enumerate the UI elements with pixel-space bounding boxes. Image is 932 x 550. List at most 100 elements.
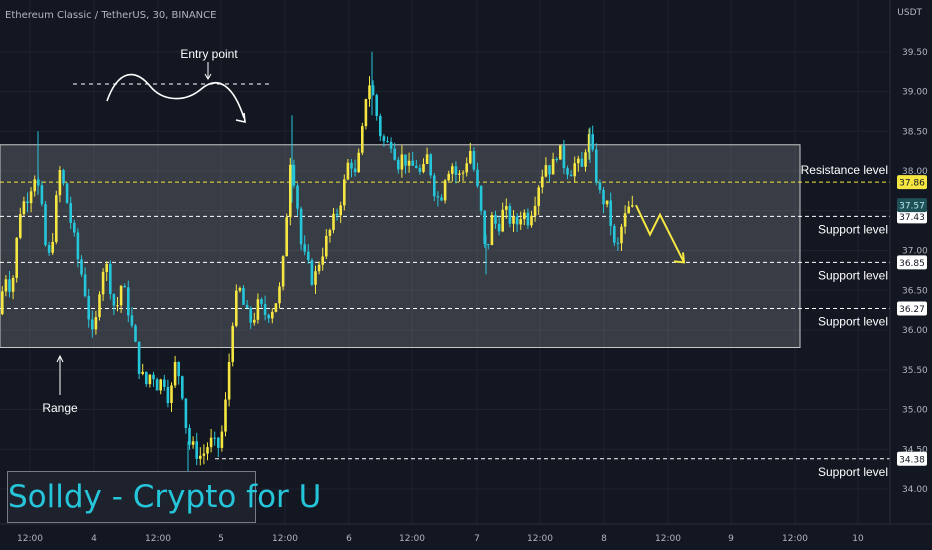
watermark: Solldy - Crypto for U [7,471,321,523]
candle-bull [141,371,144,374]
candle-bull [501,209,504,232]
candle-bear [249,307,252,323]
candle-bull [461,172,465,174]
candle-bear [566,168,569,175]
candle-bear [569,174,573,177]
candle-bear [555,158,558,160]
entry-point-arrowhead [204,73,212,80]
candle-bear [562,145,566,169]
candle-bull [105,263,108,272]
price-tag-text: 37.86 [899,179,925,189]
candle-bull [544,165,548,177]
candle-bull [101,271,105,295]
candle-bull [400,154,404,170]
candle-bull [159,379,162,391]
candle-bull [346,162,350,180]
candle-bull [271,311,274,319]
candle-bull [278,286,281,304]
candle-bear [65,183,69,204]
price-tag-text: 36.85 [899,259,925,269]
candle-bear [472,151,476,170]
candle-bull [325,235,328,257]
price-tick-label: 36.00 [902,326,928,336]
candle-bull [505,206,508,210]
candle-bull [51,241,54,253]
candle-bear [508,206,512,224]
time-axis[interactable]: 12:00 4 12:00 5 12:00 6 12:00 7 12:00 8 12:00 9 12:0… [17,534,864,544]
candle-bear [73,222,76,233]
price-tick-label: 35.50 [902,366,928,376]
candle-bull [343,179,346,206]
level-label: Support level [818,465,888,479]
candle-bull [368,85,371,100]
candle-bear [515,216,519,225]
candle-bear [418,167,422,172]
candle-bear [112,294,116,306]
candle-bull [1,291,4,315]
level-label: Support level [818,268,888,282]
price-tick-label: 36.50 [902,286,928,296]
candle-bear [213,437,216,439]
price-tag-36.85 [897,255,927,270]
candle-bull [425,154,429,164]
candle-bull [587,134,591,153]
candle-bear [375,95,378,117]
candle-bear [242,287,245,305]
annotations: Entry point Range [42,47,686,415]
candle-bear [494,215,497,224]
price-tag-text: 36.27 [899,305,925,315]
candle-bull [148,374,152,385]
time-tick-label: 12:00 [399,534,425,544]
candle-bull [317,264,321,272]
candle-bear [580,158,584,167]
candle-bull [530,215,533,226]
candle-bull [422,163,425,172]
candle-bull [11,277,15,292]
candle-bear [83,274,87,297]
candle-bull [289,164,292,218]
price-tick-label: 39.50 [902,48,928,58]
candle-bear [404,154,407,166]
entry-curve-arrowhead [235,112,246,124]
candle-bull [537,187,540,206]
candle-bull [285,217,288,257]
price-tick-label: 39.00 [902,88,928,98]
candle-bull [332,213,335,230]
candle-bull [469,151,472,164]
candle-bear [8,279,11,292]
candle-bear [76,232,80,260]
candle-bear [436,196,440,198]
range-box [0,144,801,348]
time-tick-label: 12:00 [655,534,681,544]
level-label: Support level [818,315,888,329]
candle-bull [551,158,555,175]
candle-bear [296,185,299,209]
candle-bear [87,296,90,320]
candle-bear [177,361,180,377]
candle-bear [69,203,72,223]
price-tick-label: 38.00 [902,167,928,177]
candle-bear [145,371,148,385]
candle-bear [335,213,339,216]
time-tick-label: 4 [91,534,97,544]
candle-bear [598,182,602,190]
candle-bull [191,441,195,445]
candle-bull [256,299,260,320]
candle-bull [33,179,36,192]
candle-bear [130,315,134,326]
candle-bull [519,219,522,225]
candle-bear [595,149,598,183]
candle-bear [91,319,94,330]
candle-bull [170,385,173,403]
level-label: Support level [818,222,888,236]
candle-bull [321,256,324,265]
candle-bull [605,200,609,205]
candle-bear [397,159,400,170]
price-tag-37.86 [897,175,927,190]
candle-bear [263,304,267,315]
currency-label: USDT [897,8,922,18]
price-axis[interactable]: 34.0034.5035.0035.5036.0036.5037.0037.50… [902,48,928,495]
candle-bull [116,305,119,307]
candle-bear [163,379,166,387]
